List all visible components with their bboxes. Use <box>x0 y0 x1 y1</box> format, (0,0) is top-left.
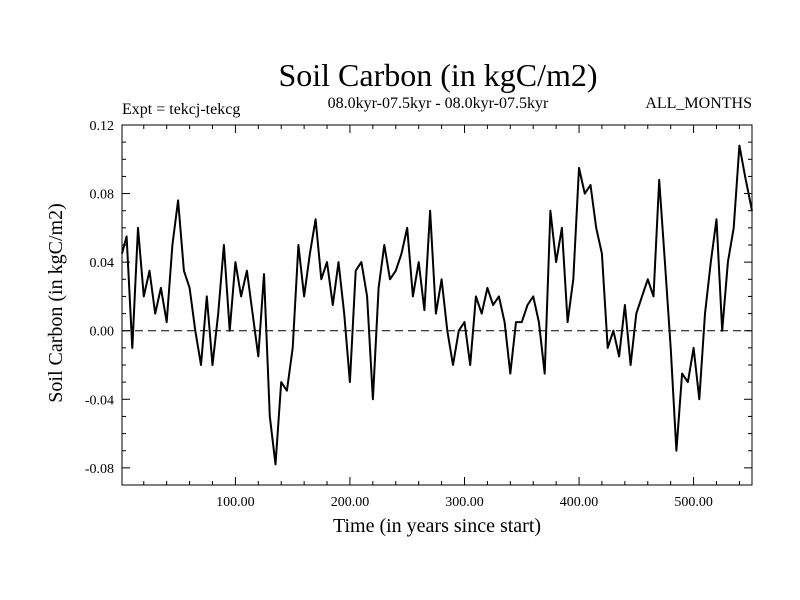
plot-frame <box>121 124 753 486</box>
x-tick-label: 200.00 <box>331 495 370 510</box>
chart-title: Soil Carbon (in kgC/m2) <box>278 57 597 93</box>
y-tick-label: -0.04 <box>85 393 114 408</box>
x-tick-label: 500.00 <box>674 495 713 510</box>
y-tick-label: -0.08 <box>85 462 114 477</box>
y-tick-label: 0.00 <box>90 325 115 340</box>
chart-subtitle: 08.0kyr-07.5kyr - 08.0kyr-07.5kyr <box>328 95 549 112</box>
months-label: ALL_MONTHS <box>645 95 752 112</box>
series-line <box>121 144 753 466</box>
x-tick-label: 400.00 <box>560 495 599 510</box>
expt-label: Expt = tekcj-tekcg <box>122 101 240 118</box>
y-axis-label: Soil Carbon (in kgC/m2) <box>45 203 67 402</box>
x-tick-label: 100.00 <box>216 495 255 510</box>
x-axis-label: Time (in years since start) <box>333 515 541 537</box>
y-tick-label: 0.04 <box>90 256 115 271</box>
plot-area: 100.00 200.00 300.00 400.00 500.00 0.12 0.08 0.… <box>85 119 753 510</box>
y-tick-label: 0.12 <box>90 119 115 134</box>
y-tick-label: 0.08 <box>90 188 115 203</box>
x-tick-label: 300.00 <box>445 495 484 510</box>
